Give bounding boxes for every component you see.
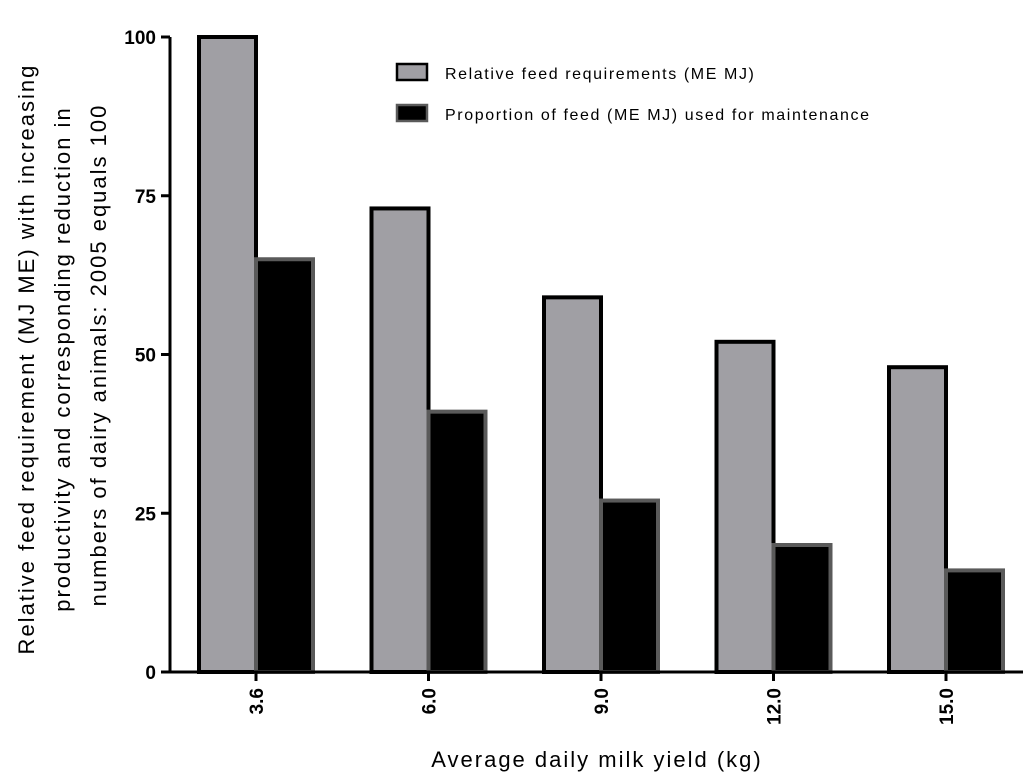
y-ticks-group: 0 25 50 75 100 [124, 28, 170, 684]
bar-maintenance-9.0 [599, 498, 660, 674]
y-tick-label-75: 75 [135, 187, 157, 208]
bar-maintenance-3.6 [254, 257, 315, 674]
legend-swatch-maintenance [395, 103, 429, 123]
y-axis-title: Relative feed requirement (MJ ME) with i… [14, 56, 111, 655]
y-tick-label-50: 50 [135, 346, 156, 367]
y-axis-title-line-3: numbers of dairy animals: 2005 equals 10… [86, 104, 111, 607]
x-tick-label-9.0: 9.0 [592, 688, 613, 714]
x-tick-label-6.0: 6.0 [420, 688, 441, 714]
bar-maintenance-15.0 [944, 568, 1005, 675]
bar-relative-feed-6.0 [369, 206, 431, 674]
x-ticks-group: 3.6 6.0 9.0 12.0 15.0 [247, 672, 958, 725]
bar-maintenance-6.0 [426, 409, 488, 674]
legend-swatch-relative-feed [395, 62, 429, 82]
x-tick-label-3.6: 3.6 [247, 688, 268, 714]
bars-group [197, 35, 1005, 675]
bar-maintenance-12.0 [771, 543, 833, 674]
bar-relative-feed-3.6 [197, 35, 258, 674]
y-axis-title-line-1: Relative feed requirement (MJ ME) with i… [14, 64, 39, 655]
y-tick-label-25: 25 [135, 504, 157, 525]
bar-relative-feed-15.0 [887, 365, 948, 674]
y-tick-label-100: 100 [124, 28, 156, 49]
legend-label-relative-feed: Relative feed requirements (ME MJ) [445, 66, 756, 83]
y-axis-title-line-2: productivity and corresponding reduction… [50, 106, 75, 611]
legend: Relative feed requirements (ME MJ) Propo… [395, 62, 871, 124]
x-axis-title: Average daily milk yield (kg) [431, 747, 762, 772]
x-tick-label-12.0: 12.0 [765, 688, 786, 725]
legend-label-maintenance: Proportion of feed (ME MJ) used for main… [445, 107, 871, 124]
bar-relative-feed-9.0 [542, 295, 603, 674]
x-tick-label-15.0: 15.0 [937, 688, 958, 725]
bar-relative-feed-12.0 [714, 339, 776, 674]
y-tick-label-0: 0 [145, 663, 156, 684]
